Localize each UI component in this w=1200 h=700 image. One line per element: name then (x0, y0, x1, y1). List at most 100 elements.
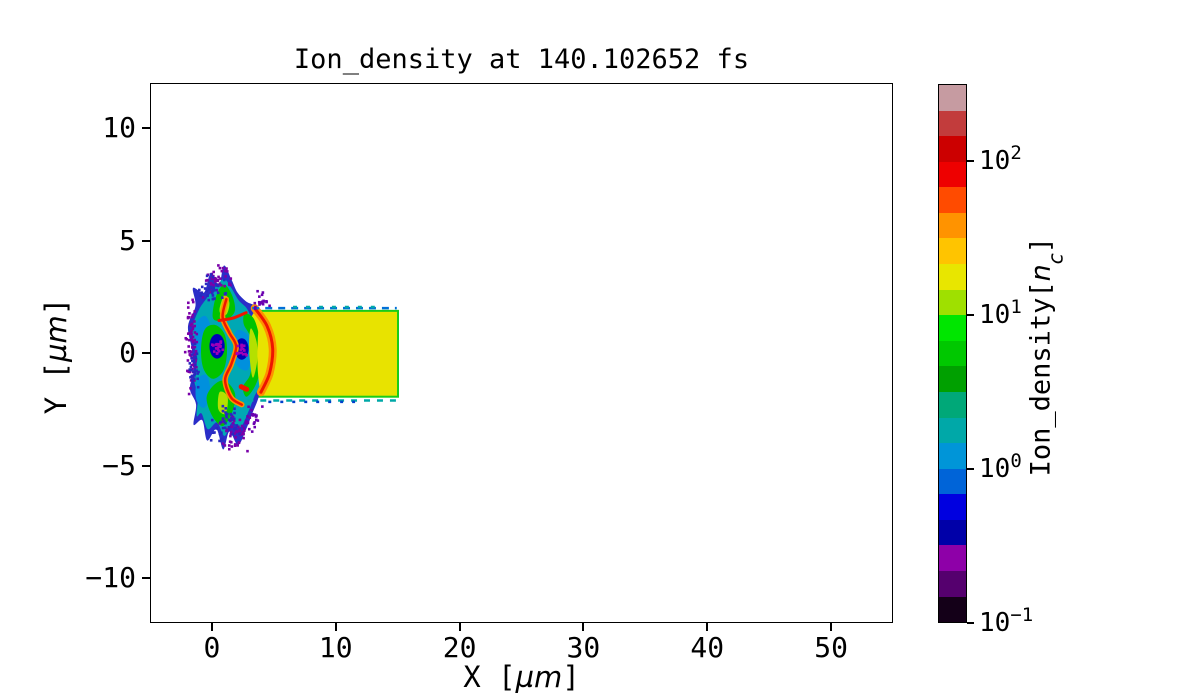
plasma-speckle (251, 413, 254, 417)
plasma-speckle (242, 344, 246, 348)
plasma-speckle (239, 348, 243, 352)
plasma-speckle (198, 288, 201, 292)
y-tick-label: 5 (119, 223, 136, 257)
plasma-speckle (242, 432, 245, 436)
x-tick-label: 50 (814, 631, 848, 664)
x-axis-label-text: X [ (463, 660, 516, 694)
colorbar-tick-base: 10 (979, 454, 1011, 484)
plasma-speckle (216, 279, 220, 283)
colorbar-band (939, 136, 966, 162)
plasma-speckle (210, 277, 214, 280)
plasma-speckle (193, 324, 197, 328)
plasma-speckle (201, 296, 205, 299)
plasma-speckle (209, 283, 213, 286)
plasma-speckle (241, 430, 245, 434)
plasma-speckle (192, 360, 196, 364)
y-tick-mark (142, 127, 150, 129)
colorbar-tick-label: 101 (979, 296, 1022, 333)
plasma-speckle (188, 338, 191, 342)
plasma-speckle (194, 359, 197, 363)
colorbar-tick-label: 102 (979, 142, 1022, 179)
plasma-speckle (205, 274, 209, 278)
plasma-speckle (231, 415, 235, 419)
plasma-speckle (230, 416, 233, 420)
plasma-speckle (200, 291, 204, 294)
plasma-speckle (206, 294, 209, 297)
y-tick-mark (142, 577, 150, 579)
plasma-speckle (236, 444, 239, 447)
colorbar-band (939, 264, 966, 290)
plasma-speckle (247, 405, 250, 409)
colorbar-tick-exponent: 1 (1010, 296, 1022, 318)
plasma-speckle (192, 363, 195, 366)
plasma-speckle (214, 277, 217, 281)
plasma-speckle (189, 386, 192, 390)
plasma-speckle (195, 340, 199, 344)
plasma-speckle (235, 352, 239, 356)
plasma-speckle (191, 367, 194, 371)
plasma-speckle (250, 408, 253, 412)
plasma-speckle (233, 444, 237, 448)
plasma-speckle (216, 347, 220, 351)
plasma-speckle (237, 441, 241, 444)
plasma-speckle (237, 352, 240, 355)
plasma-speckle (229, 430, 233, 434)
plasma-blob (249, 328, 258, 378)
y-tick-mark (142, 239, 150, 242)
plasma-speckle (218, 266, 222, 270)
x-tick-label: 10 (318, 631, 353, 664)
y-tick-label: 0 (119, 336, 136, 369)
plasma-speckle (250, 430, 254, 433)
x-tick-mark (706, 623, 709, 631)
plasma-speckle (239, 351, 243, 355)
plasma-speckle (235, 430, 238, 434)
plasma-speckle (260, 300, 264, 304)
plasma-filament (253, 306, 275, 394)
plasma-speckle (258, 295, 261, 298)
colorbar-band (939, 417, 966, 444)
plasma-speckle (216, 284, 219, 287)
plasma-speckle (217, 342, 221, 346)
plasma-speckle (194, 363, 197, 367)
plasma-speckle (206, 278, 209, 282)
plasma-speckle (233, 411, 236, 415)
plasma-speckle (194, 357, 198, 361)
colorbar-band (939, 340, 966, 367)
plasma-speckle (189, 323, 193, 327)
plasma-speckle (208, 287, 211, 290)
plasma-speckle (192, 377, 196, 381)
plasma-speckle (221, 442, 225, 445)
plasma-speckle (188, 368, 192, 371)
plasma-speckle (268, 304, 271, 308)
plasma-speckle (187, 350, 191, 353)
plasma-speckle (220, 431, 223, 435)
plasma-speckle (197, 370, 200, 374)
plot-title: Ion_density at 140.102652 fs (293, 44, 750, 75)
colorbar-label-close: ] (1025, 236, 1057, 254)
plasma-filament (217, 311, 248, 323)
x-tick-label: 30 (566, 631, 601, 664)
plasma-speckle (211, 289, 215, 293)
colorbar-band (939, 570, 966, 597)
plasma-speckle (229, 432, 233, 436)
plasma-speckle (219, 420, 223, 424)
plasma-speckle (212, 350, 216, 353)
plasma-speckle (213, 297, 216, 300)
colorbar-band (939, 212, 966, 239)
plasma-speckle (221, 404, 225, 408)
x-tick-label: 40 (690, 631, 725, 664)
plasma-speckle (210, 291, 214, 295)
plasma-speckle (219, 438, 223, 441)
plasma-speckle (230, 418, 234, 421)
plasma-speckle (187, 301, 190, 305)
plasma-speckle (195, 352, 199, 356)
colorbar-tick-base: 10 (979, 146, 1011, 177)
x-axis-label: X [µm] (150, 660, 893, 694)
plasma-speckle (248, 416, 252, 420)
plasma-speckle (260, 293, 264, 297)
plasma-speckle (248, 427, 251, 431)
plasma-speckle (194, 355, 197, 359)
plasma-speckle (193, 345, 197, 349)
x-tick-mark (334, 623, 337, 631)
plasma-speckle (191, 325, 195, 329)
